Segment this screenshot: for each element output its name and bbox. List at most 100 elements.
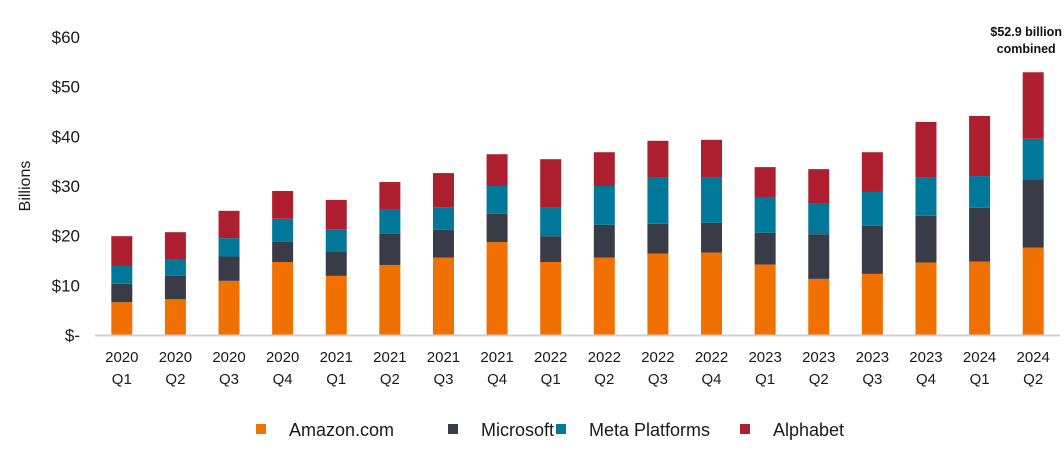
bar-segment-amazon-com bbox=[325, 275, 347, 335]
bar-segment-microsoft bbox=[379, 233, 401, 265]
bar-segment-microsoft bbox=[164, 275, 186, 300]
bar-segment-alphabet bbox=[379, 182, 401, 210]
x-tick-label-year: 2020 bbox=[266, 349, 299, 366]
bar-segment-amazon-com bbox=[808, 278, 830, 335]
bar-segment-alphabet bbox=[218, 210, 240, 239]
bar-segment-meta-platforms bbox=[593, 186, 615, 225]
legend-label: Meta Platforms bbox=[589, 420, 710, 440]
x-tick-label-quarter: Q2 bbox=[809, 371, 829, 388]
x-tick-label-quarter: Q1 bbox=[970, 371, 990, 388]
bar-segment-amazon-com bbox=[754, 264, 776, 335]
bar-segment-amazon-com bbox=[164, 299, 186, 335]
bar-segment-meta-platforms bbox=[325, 229, 347, 252]
y-tick-label: $- bbox=[65, 326, 80, 345]
y-tick-label: $50 bbox=[52, 78, 80, 97]
bar-segment-meta-platforms bbox=[432, 207, 454, 230]
bar-segment-alphabet bbox=[754, 167, 776, 198]
bar-segment-alphabet bbox=[647, 140, 669, 178]
x-tick-label-year: 2021 bbox=[320, 349, 353, 366]
legend-item: Amazon.com bbox=[256, 420, 394, 440]
bar-segment-meta-platforms bbox=[379, 209, 401, 234]
x-tick-label-quarter: Q4 bbox=[487, 371, 507, 388]
x-tick-label-quarter: Q1 bbox=[541, 371, 561, 388]
legend-swatch bbox=[740, 424, 750, 434]
legend-swatch bbox=[556, 424, 566, 434]
bar-segment-meta-platforms bbox=[969, 176, 991, 208]
bar-stack bbox=[754, 167, 776, 335]
bar-segment-amazon-com bbox=[861, 273, 883, 335]
x-tick-label-year: 2023 bbox=[856, 349, 889, 366]
bar-segment-amazon-com bbox=[540, 261, 562, 335]
bar-segment-meta-platforms bbox=[647, 177, 669, 224]
x-tick-label-quarter: Q1 bbox=[326, 371, 346, 388]
x-tick-label-quarter: Q4 bbox=[702, 371, 722, 388]
y-tick-label: $60 bbox=[52, 28, 80, 47]
y-tick-label: $10 bbox=[52, 276, 80, 295]
y-tick-label: $40 bbox=[52, 127, 80, 146]
bar-segment-meta-platforms bbox=[164, 259, 186, 276]
legend-swatch bbox=[448, 424, 458, 434]
bar-segment-alphabet bbox=[540, 159, 562, 208]
annotation-text: combined bbox=[997, 42, 1056, 56]
bar-stack bbox=[218, 210, 240, 335]
x-tick-label-quarter: Q4 bbox=[273, 371, 293, 388]
bar-stack bbox=[969, 115, 991, 335]
x-tick-label-quarter: Q2 bbox=[380, 371, 400, 388]
bar-segment-meta-platforms bbox=[861, 191, 883, 226]
x-tick-label-quarter: Q2 bbox=[165, 371, 185, 388]
x-tick-label-year: 2021 bbox=[427, 349, 460, 366]
bar-segment-alphabet bbox=[432, 173, 454, 208]
legend-label: Alphabet bbox=[773, 420, 844, 440]
bar-segment-meta-platforms bbox=[218, 238, 240, 257]
bar-stack bbox=[486, 154, 508, 335]
bar-segment-alphabet bbox=[969, 115, 991, 177]
x-tick-label-quarter: Q3 bbox=[433, 371, 453, 388]
bar-segment-meta-platforms bbox=[111, 265, 133, 284]
bar-stack bbox=[325, 199, 347, 335]
bar-segment-microsoft bbox=[808, 234, 830, 279]
x-tick-label-year: 2022 bbox=[588, 349, 621, 366]
bar-segment-meta-platforms bbox=[1022, 138, 1044, 180]
bar-segment-amazon-com bbox=[486, 242, 508, 335]
bar-segment-microsoft bbox=[325, 251, 347, 276]
bar-segment-microsoft bbox=[272, 241, 294, 262]
x-tick-label-quarter: Q2 bbox=[594, 371, 614, 388]
y-tick-label: $30 bbox=[52, 177, 80, 196]
bar-segment-microsoft bbox=[593, 224, 615, 258]
bar-segment-alphabet bbox=[861, 152, 883, 192]
bar-segment-alphabet bbox=[164, 232, 186, 260]
bar-segment-microsoft bbox=[486, 213, 508, 243]
bar-segment-alphabet bbox=[486, 154, 508, 186]
x-tick-label-year: 2024 bbox=[963, 349, 996, 366]
x-tick-label-quarter: Q3 bbox=[862, 371, 882, 388]
annotations: $52.9 billion combined bbox=[990, 25, 1062, 56]
legend: Amazon.com Microsoft Meta Platforms Alphabe… bbox=[256, 420, 844, 440]
y-axis: $- $10 $20 $30 $40 $50 $60 bbox=[52, 28, 80, 345]
bar-segment-microsoft bbox=[218, 256, 240, 281]
bar-segment-amazon-com bbox=[111, 302, 133, 335]
bar-stack bbox=[861, 152, 883, 335]
bar-segment-amazon-com bbox=[218, 280, 240, 335]
x-tick-label-quarter: Q2 bbox=[1023, 371, 1043, 388]
legend-label: Microsoft bbox=[481, 420, 554, 440]
x-tick-label-year: 2022 bbox=[695, 349, 728, 366]
bar-segment-alphabet bbox=[808, 169, 830, 204]
bar-segment-amazon-com bbox=[701, 252, 723, 335]
bar-segment-microsoft bbox=[1022, 179, 1044, 248]
bar-stack bbox=[593, 152, 615, 335]
y-tick-label: $20 bbox=[52, 227, 80, 246]
bar-segment-microsoft bbox=[861, 225, 883, 274]
bar-segment-alphabet bbox=[325, 199, 347, 230]
x-axis: 2020 Q1 2020 Q2 2020 Q3 2020 Q4 2021 Q1 2021 Q2 2021… bbox=[105, 349, 1050, 388]
bar-stack bbox=[808, 169, 830, 335]
bar-segment-meta-platforms bbox=[915, 177, 937, 216]
x-tick-label-year: 2021 bbox=[480, 349, 513, 366]
bar-segment-alphabet bbox=[1022, 72, 1044, 139]
bar-segment-amazon-com bbox=[379, 264, 401, 335]
bar-segment-amazon-com bbox=[1022, 247, 1044, 335]
bar-segment-meta-platforms bbox=[701, 177, 723, 223]
bar-segment-meta-platforms bbox=[754, 197, 776, 233]
bar-segment-microsoft bbox=[915, 215, 937, 263]
x-tick-label-quarter: Q1 bbox=[755, 371, 775, 388]
